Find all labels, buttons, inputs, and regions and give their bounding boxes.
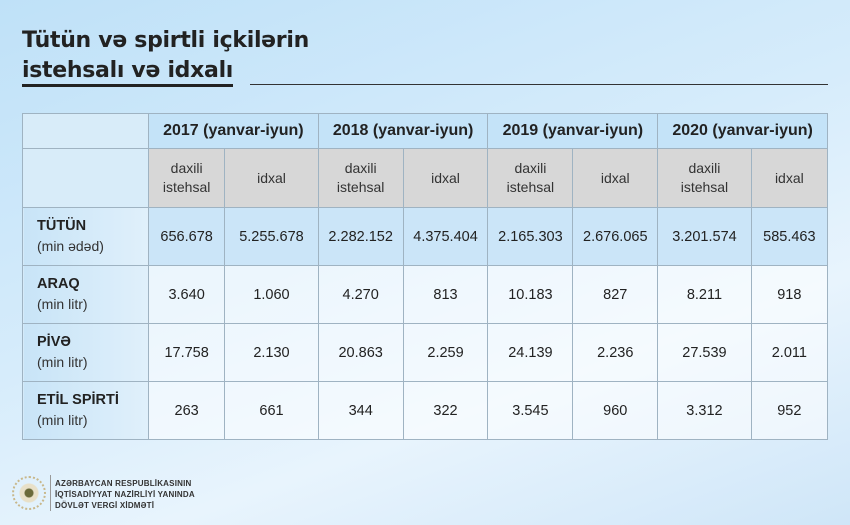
subheader-text: istehsal xyxy=(336,179,385,195)
value-cell: 813 xyxy=(402,265,489,324)
value-cell: 263 xyxy=(147,381,226,440)
value-cell: 5.255.678 xyxy=(224,207,319,266)
subheader-import: idxal xyxy=(572,148,659,208)
value-cell: 3.545 xyxy=(487,381,574,440)
product-name: TÜTÜN xyxy=(37,218,87,234)
table-row: ETİL SPİRTİ (min litr) 263 661 344 322 3.545 96… xyxy=(22,381,829,440)
value-cell: 2.259 xyxy=(402,323,489,382)
value-cell: 1.060 xyxy=(224,265,319,324)
corner-cell xyxy=(22,148,149,208)
value-cell: 2.130 xyxy=(224,323,319,382)
unit-label: (min litr) xyxy=(37,354,88,370)
subheader-domestic: daxili istehsal xyxy=(657,148,752,208)
value-cell: 27.539 xyxy=(657,323,752,382)
subheader-row: daxili istehsal idxal daxili istehsal idxal da… xyxy=(22,148,829,208)
subheader-text: istehsal xyxy=(680,179,729,195)
value-cell: 10.183 xyxy=(487,265,574,324)
subheader-domestic: daxili istehsal xyxy=(317,148,404,208)
product-name: ETİL SPİRTİ xyxy=(37,392,119,408)
subheader-domestic: daxili istehsal xyxy=(487,148,574,208)
page-title: Tütün və spirtli içkilərin istehsalı və … xyxy=(22,26,309,87)
subheader-text: daxili xyxy=(514,160,547,176)
year-header: 2019 (yanvar-iyun) xyxy=(487,113,659,149)
value-cell: 2.282.152 xyxy=(317,207,404,266)
subheader-import: idxal xyxy=(224,148,319,208)
value-cell: 2.236 xyxy=(572,323,659,382)
value-cell: 656.678 xyxy=(147,207,226,266)
subheader-text: istehsal xyxy=(162,179,211,195)
organization-name: AZƏRBAYCAN RESPUBLİKASININ İQTİSADİYYAT … xyxy=(55,478,195,511)
unit-label: (min ədəd) xyxy=(37,238,104,254)
value-cell: 3.312 xyxy=(657,381,752,440)
org-line: İQTİSADİYYAT NAZİRLİYİ YANINDA xyxy=(55,490,195,499)
value-cell: 2.165.303 xyxy=(487,207,574,266)
row-label: ARAQ (min litr) xyxy=(22,265,149,324)
table-row: PİVƏ (min litr) 17.758 2.130 20.863 2.259 24.1… xyxy=(22,323,829,382)
year-header: 2020 (yanvar-iyun) xyxy=(657,113,828,149)
org-line: DÖVLƏT VERGİ XİDMƏTİ xyxy=(55,501,155,510)
row-label: ETİL SPİRTİ (min litr) xyxy=(22,381,149,440)
value-cell: 661 xyxy=(224,381,319,440)
value-cell: 952 xyxy=(750,381,829,440)
value-cell: 344 xyxy=(317,381,404,440)
value-cell: 2.011 xyxy=(750,323,829,382)
value-cell: 585.463 xyxy=(750,207,829,266)
value-cell: 3.640 xyxy=(147,265,226,324)
table-row: TÜTÜN (min ədəd) 656.678 5.255.678 2.282.152… xyxy=(22,207,829,266)
logo-divider xyxy=(50,475,51,511)
title-line-1: Tütün və spirtli içkilərin xyxy=(22,28,309,53)
value-cell: 17.758 xyxy=(147,323,226,382)
value-cell: 918 xyxy=(750,265,829,324)
value-cell: 3.201.574 xyxy=(657,207,752,266)
data-table: 2017 (yanvar-iyun) 2018 (yanvar-iyun) 20… xyxy=(22,113,829,440)
value-cell: 827 xyxy=(572,265,659,324)
year-header: 2017 (yanvar-iyun) xyxy=(148,113,319,149)
value-cell: 20.863 xyxy=(317,323,404,382)
title-line-2: istehsalı və idxalı xyxy=(22,58,233,87)
subheader-text: daxili xyxy=(170,160,203,176)
org-line: AZƏRBAYCAN RESPUBLİKASININ xyxy=(55,479,192,488)
product-name: PİVƏ xyxy=(37,334,71,350)
row-label: PİVƏ (min litr) xyxy=(22,323,149,382)
value-cell: 4.270 xyxy=(317,265,404,324)
value-cell: 960 xyxy=(572,381,659,440)
product-name: ARAQ xyxy=(37,276,80,292)
corner-cell xyxy=(22,113,149,149)
subheader-text: daxili xyxy=(688,160,721,176)
subheader-import: idxal xyxy=(402,148,489,208)
subheader-import: idxal xyxy=(750,148,829,208)
emblem-logo xyxy=(12,476,46,510)
table-row: ARAQ (min litr) 3.640 1.060 4.270 813 10.183 82… xyxy=(22,265,829,324)
row-label: TÜTÜN (min ədəd) xyxy=(22,207,149,266)
year-header: 2018 (yanvar-iyun) xyxy=(317,113,489,149)
value-cell: 24.139 xyxy=(487,323,574,382)
value-cell: 322 xyxy=(402,381,489,440)
unit-label: (min litr) xyxy=(37,412,88,428)
title-divider xyxy=(250,84,828,85)
subheader-domestic: daxili istehsal xyxy=(147,148,226,208)
value-cell: 4.375.404 xyxy=(402,207,489,266)
year-header-row: 2017 (yanvar-iyun) 2018 (yanvar-iyun) 20… xyxy=(22,113,828,149)
subheader-text: daxili xyxy=(344,160,377,176)
unit-label: (min litr) xyxy=(37,296,88,312)
subheader-text: istehsal xyxy=(506,179,555,195)
value-cell: 2.676.065 xyxy=(572,207,659,266)
value-cell: 8.211 xyxy=(657,265,752,324)
